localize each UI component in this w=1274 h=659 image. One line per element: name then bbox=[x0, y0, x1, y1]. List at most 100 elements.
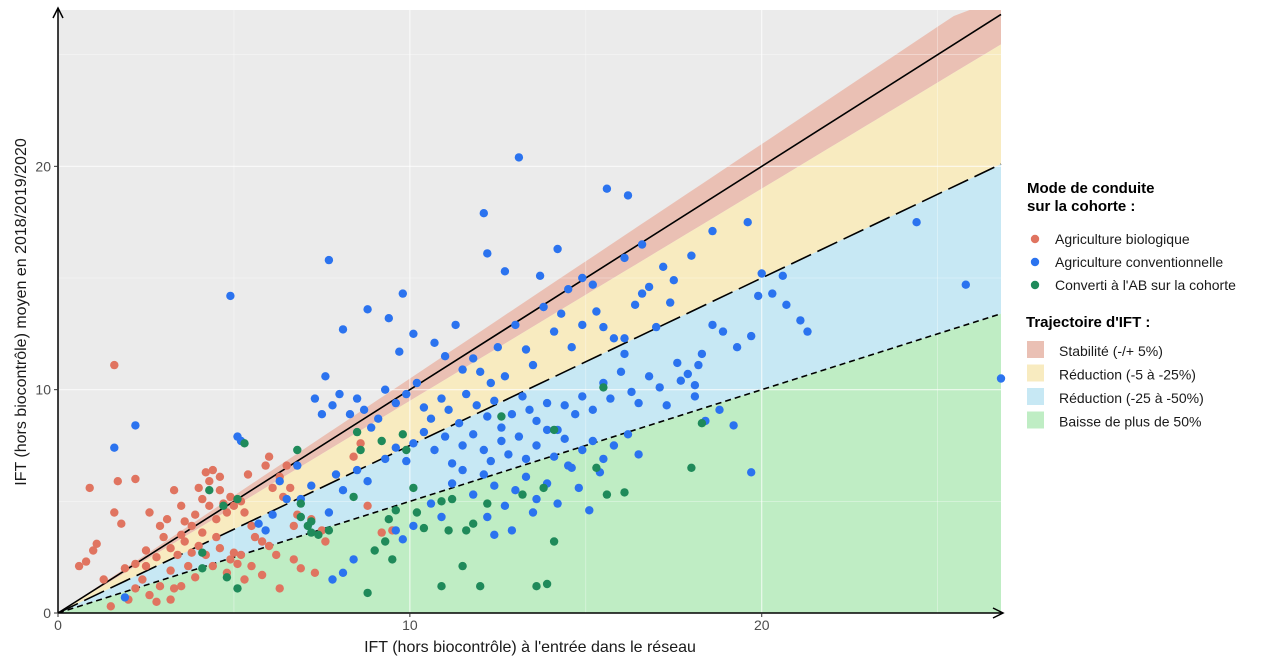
point-series-2 bbox=[454, 419, 464, 428]
point-series-1 bbox=[282, 461, 291, 470]
point-series-2 bbox=[560, 401, 569, 410]
point-series-2 bbox=[514, 153, 524, 162]
point-series-2 bbox=[616, 367, 626, 376]
point-series-2 bbox=[602, 184, 612, 193]
point-series-3 bbox=[356, 445, 365, 455]
point-series-1 bbox=[275, 584, 284, 593]
point-series-1 bbox=[201, 468, 210, 477]
point-series-2 bbox=[532, 494, 541, 504]
legend-key-zone-2 bbox=[1027, 364, 1044, 382]
point-series-2 bbox=[479, 209, 488, 218]
point-series-2 bbox=[490, 396, 499, 405]
point-series-1 bbox=[184, 561, 193, 571]
series-legend-title: Mode de conduite bbox=[1027, 180, 1155, 197]
point-series-2 bbox=[553, 499, 562, 508]
point-series-2 bbox=[447, 459, 457, 468]
legend-key-zone-1 bbox=[1027, 341, 1044, 358]
point-series-2 bbox=[469, 490, 478, 499]
point-series-2 bbox=[307, 481, 316, 490]
point-series-1 bbox=[286, 483, 295, 493]
point-series-1 bbox=[113, 477, 123, 486]
point-series-2 bbox=[391, 526, 400, 535]
point-series-2 bbox=[412, 378, 422, 388]
point-series-2 bbox=[644, 282, 654, 292]
point-series-2 bbox=[472, 401, 481, 410]
point-series-1 bbox=[363, 501, 372, 510]
point-series-2 bbox=[659, 262, 668, 271]
point-series-2 bbox=[328, 575, 337, 584]
point-series-2 bbox=[553, 244, 562, 254]
point-series-2 bbox=[697, 349, 707, 359]
point-series-2 bbox=[504, 450, 513, 459]
point-series-1 bbox=[177, 501, 186, 510]
point-series-2 bbox=[120, 593, 130, 602]
point-series-2 bbox=[367, 423, 376, 432]
point-series-1 bbox=[81, 557, 91, 566]
point-series-1 bbox=[131, 559, 140, 569]
point-series-2 bbox=[409, 439, 418, 448]
legend-label-zone-2: Réduction (-5 à -25%) bbox=[1059, 367, 1196, 383]
point-series-1 bbox=[247, 521, 256, 531]
point-series-1 bbox=[198, 494, 207, 504]
point-series-2 bbox=[542, 425, 552, 435]
point-series-2 bbox=[676, 376, 685, 385]
point-series-2 bbox=[567, 343, 576, 352]
point-series-1 bbox=[349, 452, 358, 461]
point-series-2 bbox=[352, 465, 362, 475]
point-series-1 bbox=[85, 483, 94, 493]
point-series-2 bbox=[732, 343, 742, 352]
point-series-1 bbox=[187, 548, 196, 557]
point-series-3 bbox=[402, 445, 411, 455]
point-series-1 bbox=[187, 521, 196, 531]
point-series-1 bbox=[194, 483, 203, 493]
legend-key-zone-4 bbox=[1027, 411, 1044, 429]
point-series-3 bbox=[349, 492, 358, 502]
point-series-2 bbox=[110, 443, 119, 452]
point-series-2 bbox=[796, 316, 805, 325]
point-series-2 bbox=[391, 398, 400, 408]
point-series-2 bbox=[500, 372, 510, 381]
point-series-2 bbox=[511, 486, 520, 495]
point-series-2 bbox=[782, 300, 791, 309]
plot-panel: 0 10 20 0 10 20 bbox=[35, 6, 1006, 633]
point-series-2 bbox=[560, 434, 569, 443]
point-series-2 bbox=[690, 381, 700, 390]
point-series-1 bbox=[289, 555, 298, 564]
point-series-3 bbox=[447, 494, 457, 504]
point-series-2 bbox=[419, 427, 429, 437]
point-series-2 bbox=[571, 410, 580, 419]
point-series-2 bbox=[324, 508, 334, 517]
point-series-2 bbox=[391, 443, 400, 452]
point-series-2 bbox=[381, 454, 390, 464]
point-series-1 bbox=[110, 508, 119, 517]
point-series-3 bbox=[458, 561, 467, 571]
point-series-2 bbox=[497, 436, 506, 446]
point-series-1 bbox=[212, 515, 221, 524]
point-series-1 bbox=[212, 532, 221, 542]
point-series-2 bbox=[803, 327, 812, 336]
point-series-1 bbox=[120, 564, 130, 573]
legend-key-series-3 bbox=[1030, 280, 1040, 290]
point-series-1 bbox=[166, 595, 175, 604]
point-series-1 bbox=[92, 539, 101, 548]
point-series-2 bbox=[599, 322, 608, 332]
point-series-2 bbox=[440, 352, 450, 361]
point-series-2 bbox=[588, 280, 597, 289]
point-series-1 bbox=[155, 582, 165, 591]
point-series-2 bbox=[768, 289, 777, 298]
point-series-2 bbox=[557, 309, 566, 318]
point-series-2 bbox=[500, 501, 510, 510]
point-series-2 bbox=[447, 479, 457, 488]
point-series-2 bbox=[521, 454, 531, 464]
point-series-2 bbox=[574, 483, 583, 493]
point-series-1 bbox=[222, 508, 232, 517]
point-series-2 bbox=[525, 405, 534, 414]
point-series-3 bbox=[293, 445, 302, 455]
point-series-2 bbox=[381, 385, 390, 394]
point-series-3 bbox=[419, 523, 429, 533]
point-series-2 bbox=[451, 320, 460, 330]
point-series-1 bbox=[145, 590, 154, 600]
point-series-2 bbox=[655, 383, 664, 392]
point-series-3 bbox=[687, 463, 696, 472]
point-series-1 bbox=[89, 546, 98, 555]
